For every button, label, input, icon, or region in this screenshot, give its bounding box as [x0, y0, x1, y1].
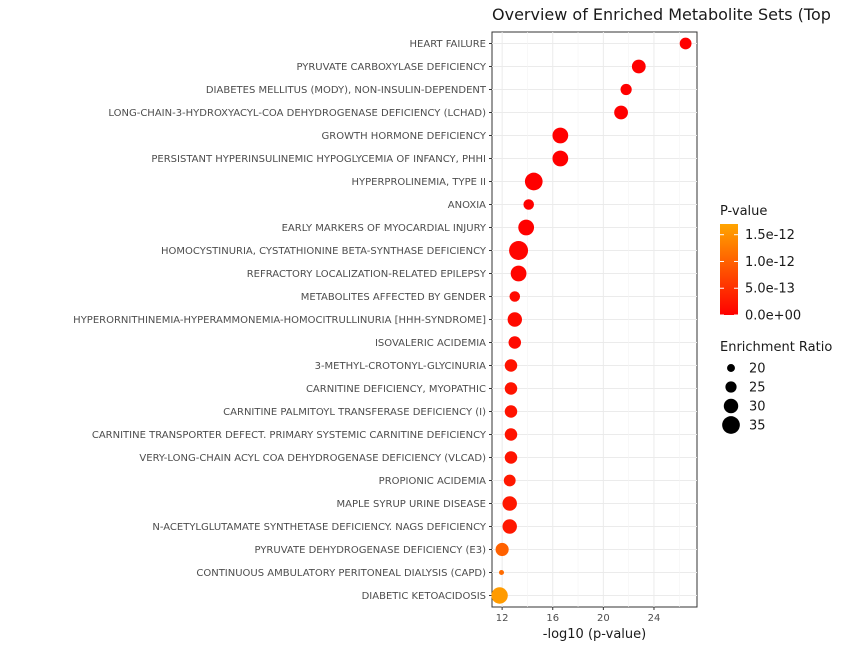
data-point [552, 127, 569, 144]
size-legend-point [725, 381, 737, 393]
data-point [502, 496, 517, 511]
category-label: PYRUVATE CARBOXYLASE DEFICIENCY [296, 62, 486, 73]
category-label: ANOXIA [448, 200, 486, 211]
data-point [507, 312, 522, 327]
category-label: PYRUVATE DEHYDROGENASE DEFICIENCY (E3) [255, 545, 487, 556]
category-label: 3-METHYL-CROTONYL-GLYCINURIA [315, 361, 487, 372]
category-label: ISOVALERIC ACIDEMIA [375, 338, 486, 349]
data-point [495, 542, 509, 557]
size-legend-label: 25 [749, 381, 766, 396]
color-bar [720, 224, 738, 315]
data-point [504, 359, 518, 372]
data-point [552, 150, 569, 167]
data-point [631, 59, 646, 74]
data-point [502, 519, 517, 534]
data-point [498, 570, 504, 575]
x-axis-ticks: 12 16 20 24 [496, 607, 661, 624]
data-point [524, 172, 543, 191]
category-label: N-ACETYLGLUTAMATE SYNTHETASE DEFICIENCY.… [152, 522, 487, 533]
data-point [509, 291, 521, 302]
x-tick-label: 16 [546, 613, 559, 624]
legend-color: P-value 1.5e-12 1.0e-12 5.0e-13 0.0e+00 [720, 204, 801, 324]
category-label: GROWTH HORMONE DEFICIENCY [322, 131, 487, 142]
size-legend-point [723, 398, 739, 414]
data-point [510, 265, 527, 282]
legend-size: Enrichment Ratio 20 25 30 35 [720, 340, 832, 434]
category-label: HYPERPROLINEMIA, TYPE II [351, 177, 486, 188]
category-label: PROPIONIC ACIDEMIA [379, 476, 486, 487]
category-label: METABOLITES AFFECTED BY GENDER [301, 292, 486, 303]
data-point [620, 83, 632, 96]
category-labels: HEART FAILURE PYRUVATE CARBOXYLASE DEFICI… [73, 39, 492, 602]
category-label: CONTINUOUS AMBULATORY PERITONEAL DIALYSI… [196, 568, 486, 579]
data-point [614, 105, 628, 120]
category-label: MAPLE SYRUP URINE DISEASE [336, 499, 486, 510]
size-legend-label: 30 [749, 400, 766, 415]
x-axis-title: -log10 (p-value) [543, 627, 646, 642]
data-point [508, 336, 522, 349]
size-legend-point [722, 416, 740, 434]
data-point [504, 451, 518, 464]
data-point [504, 382, 518, 395]
size-legend-label: 20 [749, 362, 766, 377]
category-label: CARNITINE DEFICIENCY, MYOPATHIC [306, 384, 486, 395]
category-label: CARNITINE TRANSPORTER DEFECT. PRIMARY SY… [92, 430, 487, 441]
category-label: EARLY MARKERS OF MYOCARDIAL INJURY [282, 223, 487, 234]
category-label: PERSISTANT HYPERINSULINEMIC HYPOGLYCEMIA… [151, 154, 486, 165]
category-label: HOMOCYSTINURIA, CYSTATHIONINE BETA-SYNTH… [161, 246, 487, 257]
legend-size-title: Enrichment Ratio [720, 340, 832, 355]
data-point [518, 219, 535, 236]
data-point [504, 428, 518, 441]
data-point [679, 37, 692, 50]
x-tick-label: 12 [496, 613, 509, 624]
color-legend-label: 1.5e-12 [745, 228, 795, 243]
size-legend-point [727, 364, 735, 372]
size-legend-items: 20 25 30 35 [722, 362, 766, 434]
x-tick-label: 20 [597, 613, 610, 624]
category-label: LONG-CHAIN-3-HYDROXYACYL-COA DEHYDROGENA… [108, 108, 486, 119]
category-label: HYPERORNITHINEMIA-HYPERAMMONEMIA-HOMOCIT… [73, 315, 486, 326]
color-legend-label: 5.0e-13 [745, 282, 795, 297]
color-legend-ticks: 1.5e-12 1.0e-12 5.0e-13 0.0e+00 [720, 228, 801, 324]
x-tick-label: 24 [648, 613, 661, 624]
data-point [509, 241, 529, 260]
category-label: HEART FAILURE [410, 39, 486, 50]
category-label: VERY-LONG-CHAIN ACYL COA DEHYDROGENASE D… [139, 453, 486, 464]
size-legend-label: 35 [749, 419, 766, 434]
data-point [503, 474, 516, 487]
category-label: DIABETIC KETOACIDOSIS [362, 591, 486, 602]
color-legend-label: 1.0e-12 [745, 255, 795, 270]
data-points [491, 37, 692, 604]
data-point [523, 199, 534, 210]
category-label: CARNITINE PALMITOYL TRANSFERASE DEFICIEN… [223, 407, 486, 418]
category-label: REFRACTORY LOCALIZATION-RELATED EPILEPSY [247, 269, 487, 280]
category-label: DIABETES MELLITUS (MODY), NON-INSULIN-DE… [206, 85, 487, 96]
legend-color-title: P-value [720, 204, 767, 219]
color-legend-label: 0.0e+00 [745, 309, 801, 324]
data-point [504, 405, 518, 418]
chart-title: Overview of Enriched Metabolite Sets (To… [492, 5, 831, 24]
data-point [491, 587, 508, 604]
